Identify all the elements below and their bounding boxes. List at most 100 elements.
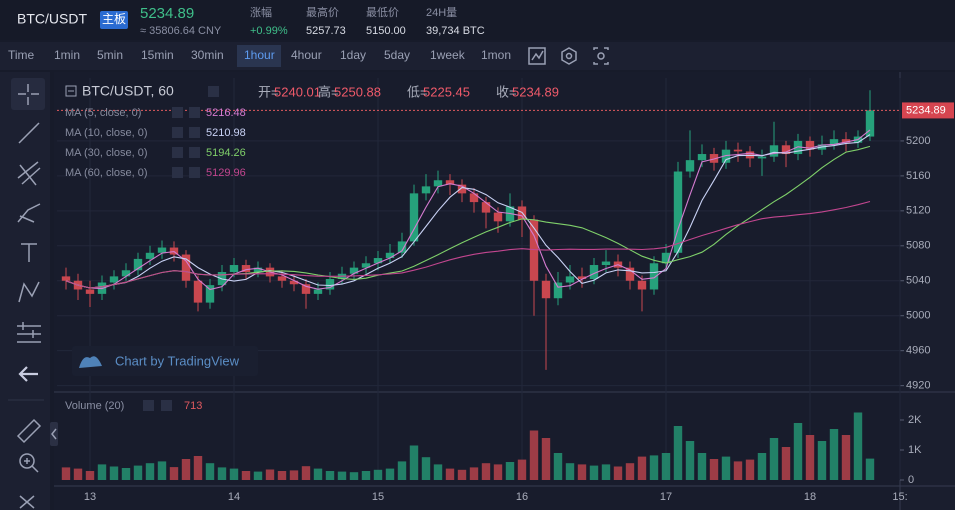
ma-name: MA (30, close, 0) bbox=[65, 147, 148, 159]
back-tool[interactable] bbox=[18, 366, 38, 382]
text-tool[interactable] bbox=[21, 243, 37, 262]
volume-bar bbox=[505, 462, 515, 480]
candle-body bbox=[841, 139, 851, 143]
volume-bar bbox=[337, 471, 347, 480]
interval[interactable]: 30min bbox=[191, 48, 224, 62]
stat-label: 涨幅 bbox=[250, 6, 272, 19]
volume-bar bbox=[673, 426, 683, 480]
trendline-tool[interactable] bbox=[18, 122, 40, 144]
x-tick-label: 13 bbox=[84, 491, 96, 503]
ohlc-label: 高= bbox=[318, 84, 339, 99]
volume-bar bbox=[805, 435, 815, 480]
ma-line bbox=[65, 129, 871, 291]
volume-bar bbox=[241, 471, 251, 480]
volume-bar bbox=[217, 467, 227, 480]
volume-bar bbox=[565, 463, 575, 480]
volume-last: 713 bbox=[184, 400, 202, 412]
x-tick-label: 15 bbox=[372, 491, 384, 503]
interval[interactable]: Time bbox=[8, 48, 35, 62]
ma-remove[interactable] bbox=[189, 167, 200, 178]
candle-body bbox=[61, 276, 71, 281]
stat-value: 5257.73 bbox=[306, 25, 346, 37]
drawing-tools[interactable] bbox=[8, 78, 58, 509]
interval[interactable]: 1day bbox=[340, 48, 366, 62]
volume-bar bbox=[865, 458, 875, 480]
interval[interactable]: 5min bbox=[97, 48, 123, 62]
fullscreen-icon[interactable] bbox=[593, 47, 609, 65]
ma-remove[interactable] bbox=[189, 127, 200, 138]
candle-body bbox=[565, 276, 575, 283]
crosshair-tool[interactable] bbox=[18, 84, 39, 105]
interval[interactable]: 15min bbox=[141, 48, 174, 62]
candle-body bbox=[625, 267, 635, 281]
volume-settings[interactable] bbox=[143, 400, 154, 411]
settings-icon[interactable] bbox=[561, 47, 577, 65]
ohlc-value: 5250.88 bbox=[334, 84, 381, 99]
candle-body bbox=[709, 154, 719, 163]
x-tick-label: 18 bbox=[804, 491, 816, 503]
interval[interactable]: 1mon bbox=[481, 48, 511, 62]
close-tool[interactable] bbox=[19, 495, 35, 509]
candle-body bbox=[733, 149, 743, 152]
pattern-tool[interactable] bbox=[18, 281, 40, 303]
candle-body bbox=[193, 280, 203, 303]
stat-label: 最高价 bbox=[306, 5, 339, 19]
candle-body bbox=[445, 180, 455, 185]
volume-bar bbox=[529, 430, 539, 480]
candle-body bbox=[385, 252, 395, 259]
volume-bar bbox=[169, 467, 179, 480]
collapse-tab[interactable] bbox=[50, 422, 58, 446]
volume-bar bbox=[697, 453, 707, 480]
candle-body bbox=[577, 276, 587, 280]
watermark-bg bbox=[72, 346, 258, 376]
compare-icon[interactable] bbox=[528, 47, 546, 65]
volume-bar bbox=[601, 464, 611, 480]
volume-bar bbox=[85, 471, 95, 480]
volume-bar bbox=[553, 453, 563, 480]
chart-area bbox=[54, 72, 955, 510]
tv-logo bbox=[79, 356, 102, 368]
ma-settings[interactable] bbox=[172, 127, 183, 138]
collapse-legend[interactable] bbox=[65, 85, 77, 97]
volume-bar bbox=[745, 459, 755, 480]
y-tick-label: 5040 bbox=[906, 275, 930, 287]
candle-body bbox=[601, 261, 611, 266]
camera-dot bbox=[597, 52, 605, 60]
ruler-tool[interactable] bbox=[16, 418, 42, 444]
toolbar-icons[interactable] bbox=[528, 47, 609, 65]
ma-settings[interactable] bbox=[172, 107, 183, 118]
interval[interactable]: 4hour bbox=[291, 48, 322, 62]
legend-settings[interactable] bbox=[208, 86, 219, 97]
ma-settings[interactable] bbox=[172, 147, 183, 158]
interval[interactable]: 1week bbox=[430, 48, 466, 62]
volume-bar bbox=[253, 471, 263, 480]
candle-body bbox=[133, 258, 143, 271]
volume-bar bbox=[637, 456, 647, 480]
volume-bar bbox=[313, 468, 323, 480]
interval[interactable]: 1min bbox=[54, 48, 80, 62]
candle-body bbox=[469, 193, 479, 203]
interval[interactable]: 1hour bbox=[244, 48, 275, 62]
volume-tick-label: 2K bbox=[908, 414, 922, 426]
brush-tool[interactable] bbox=[17, 203, 41, 223]
volume-bar bbox=[397, 461, 407, 480]
ma-remove[interactable] bbox=[189, 107, 200, 118]
volume-bar bbox=[433, 464, 443, 480]
candle-body bbox=[481, 202, 491, 213]
volume-bar bbox=[457, 469, 467, 480]
volume-remove[interactable] bbox=[161, 400, 172, 411]
volume-bar bbox=[469, 467, 479, 480]
volume-bar bbox=[613, 466, 623, 480]
candle-body bbox=[157, 247, 167, 253]
price-axis bbox=[900, 72, 955, 510]
fib-tool[interactable] bbox=[17, 161, 41, 186]
interval[interactable]: 5day bbox=[384, 48, 410, 62]
price: 5234.89 bbox=[140, 5, 194, 22]
header-bar bbox=[0, 0, 955, 40]
zoom-tool[interactable] bbox=[19, 453, 35, 469]
measure-tool[interactable] bbox=[17, 322, 41, 343]
ma-name: MA (60, close, 0) bbox=[65, 167, 148, 179]
ma-remove[interactable] bbox=[189, 147, 200, 158]
ma-settings[interactable] bbox=[172, 167, 183, 178]
y-tick-label: 5200 bbox=[906, 135, 930, 147]
